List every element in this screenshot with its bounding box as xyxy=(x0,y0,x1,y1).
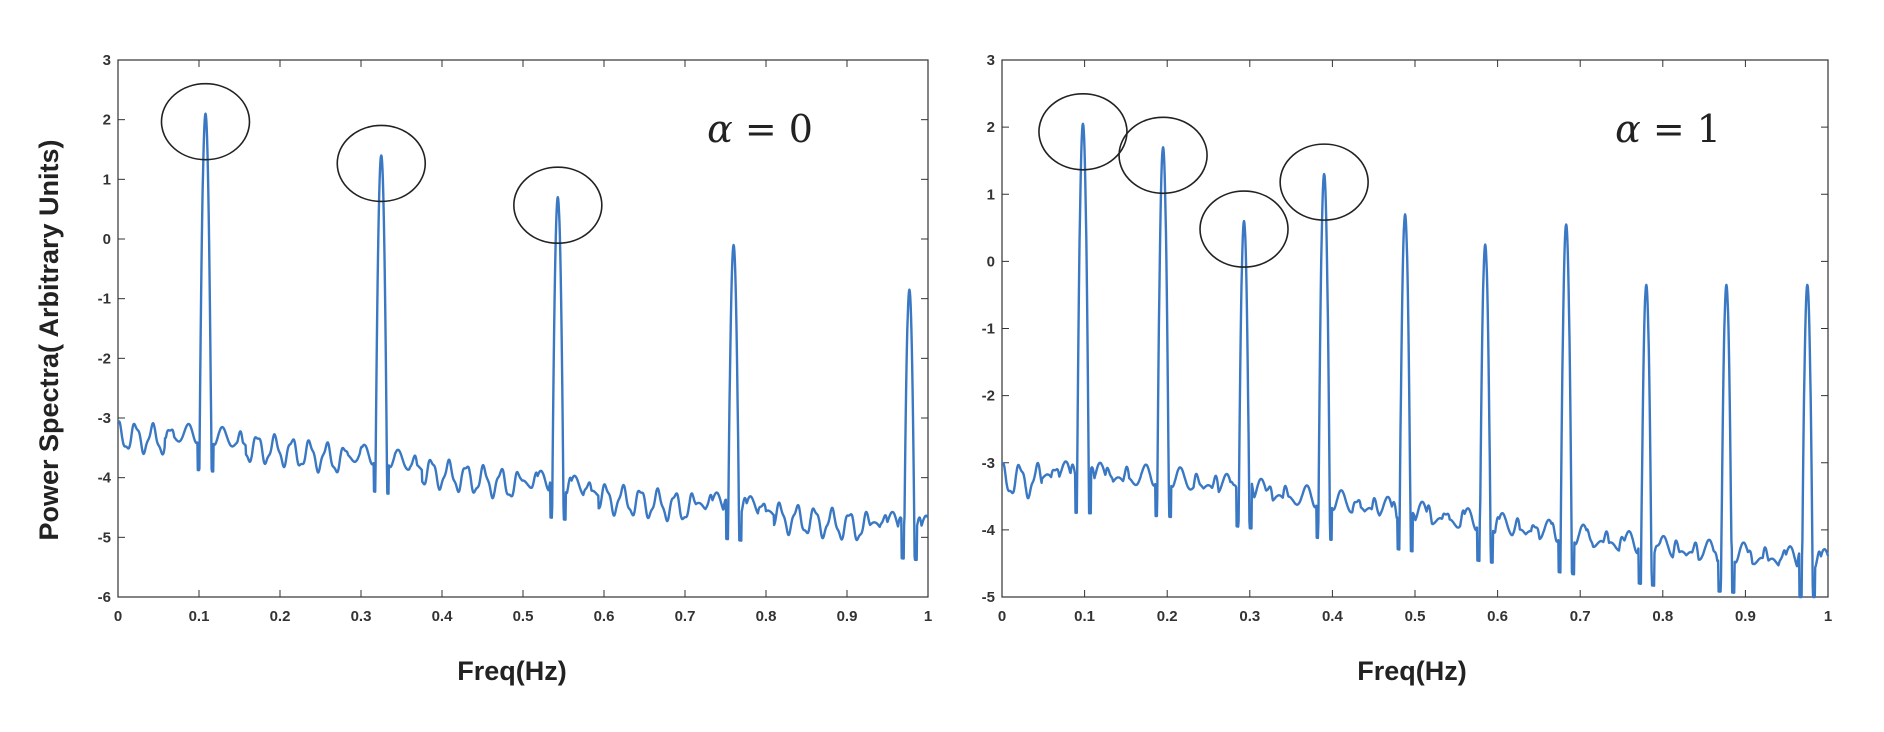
peak-point xyxy=(1805,283,1809,287)
x-tick-label: 0.9 xyxy=(837,608,858,625)
x-tick-label: 0.5 xyxy=(513,608,534,625)
x-tick-label: 0.5 xyxy=(1405,608,1426,625)
alpha-value: = 1 xyxy=(1641,107,1721,151)
peak-highlight-circle xyxy=(160,82,251,161)
spectrum-line xyxy=(1000,122,1830,599)
peak-point xyxy=(732,243,736,247)
x-tick-label: 0.7 xyxy=(1570,608,1591,625)
peak-point xyxy=(1564,222,1568,226)
y-tick-label: -3 xyxy=(98,410,111,427)
x-tick-label: 0.2 xyxy=(1157,608,1178,625)
plot-area-alpha-0 xyxy=(116,59,930,598)
y-tick-label: -6 xyxy=(98,589,111,606)
y-tick-label: 2 xyxy=(103,112,111,129)
y-tick-label: -3 xyxy=(982,455,995,472)
plot-frame xyxy=(1001,59,1829,598)
peak-highlight-circle xyxy=(1038,92,1128,171)
plot-frame xyxy=(117,59,929,598)
y-tick-label: 0 xyxy=(103,231,111,248)
x-tick-label: 0.6 xyxy=(1487,608,1508,625)
alpha-value: = 0 xyxy=(733,107,813,151)
x-tick-label: 0.1 xyxy=(189,608,210,625)
peak-point xyxy=(1242,219,1246,223)
peak-highlight-circle xyxy=(1199,190,1289,268)
x-tick-label: 0 xyxy=(998,608,1006,625)
x-tick-label: 0.3 xyxy=(351,608,372,625)
peak-point xyxy=(1161,145,1165,149)
y-tick-label: -5 xyxy=(98,529,111,546)
x-tick-label: 0.4 xyxy=(432,608,454,625)
spectrum-line xyxy=(116,112,930,562)
x-tick-label: 0.8 xyxy=(1652,608,1673,625)
y-tick-label: -2 xyxy=(98,350,111,367)
peak-point xyxy=(1403,212,1407,216)
y-tick-label: 1 xyxy=(987,186,995,203)
y-tick-label: 3 xyxy=(987,52,995,69)
y-tick-label: -4 xyxy=(98,470,112,487)
panel-alpha-0: Power Spectra( Arbitrary Units) Freq(Hz)… xyxy=(34,52,932,686)
peak-highlight-circle xyxy=(513,166,603,245)
alpha-label-0: α = 0 xyxy=(707,107,813,151)
y-tick-label: -4 xyxy=(982,522,996,539)
peak-point xyxy=(1322,172,1326,176)
y-tick-label: -1 xyxy=(982,321,995,338)
peak-point xyxy=(203,112,207,116)
y-tick-label: -2 xyxy=(982,388,995,405)
x-axis-title: Freq(Hz) xyxy=(457,656,567,686)
alpha-symbol: α xyxy=(1615,107,1641,151)
alpha-label-1: α = 1 xyxy=(1615,107,1721,151)
x-tick-label: 0.8 xyxy=(756,608,777,625)
y-tick-label: 0 xyxy=(987,253,995,270)
x-tick-label: 0.9 xyxy=(1735,608,1756,625)
y-axis-title: Power Spectra( Arbitrary Units) xyxy=(34,139,64,540)
peak-point xyxy=(907,288,911,292)
y-tick-label: 1 xyxy=(103,171,111,188)
peak-point xyxy=(1081,122,1085,126)
x-ticks-alpha-0: 0 0.1 0.2 0.3 0.4 0.5 0.6 0.7 0.8 0.9 1 xyxy=(114,60,932,625)
x-axis-title: Freq(Hz) xyxy=(1357,656,1467,686)
peak-highlight-circle xyxy=(1279,143,1369,221)
y-tick-label: -1 xyxy=(98,291,111,308)
y-tick-label: 3 xyxy=(103,52,111,69)
plot-area-alpha-1 xyxy=(1000,59,1830,599)
x-tick-label: 0.1 xyxy=(1074,608,1095,625)
x-tick-label: 0.3 xyxy=(1239,608,1260,625)
peak-point xyxy=(1644,283,1648,287)
y-axis-title-alpha-0: Power Spectra( Arbitrary Units) xyxy=(34,139,64,540)
peak-point xyxy=(1724,283,1728,287)
peak-point xyxy=(1483,243,1487,247)
alpha-symbol: α xyxy=(707,107,733,151)
x-tick-label: 1 xyxy=(924,608,932,625)
panel-alpha-1: Freq(Hz) α = 1 0 0.1 0.2 0.3 0.4 0.5 0.6 0.7 0.8… xyxy=(982,52,1833,686)
x-tick-label: 1 xyxy=(1824,608,1832,625)
y-ticks-alpha-0: 3 2 1 0 -1 -2 -3 -4 -5 -6 xyxy=(98,52,928,606)
peak-highlight-circle xyxy=(1118,116,1208,195)
x-tick-label: 0.4 xyxy=(1322,608,1344,625)
x-tick-label: 0 xyxy=(114,608,122,625)
x-tick-label: 0.7 xyxy=(675,608,696,625)
peak-highlight-circle xyxy=(336,124,427,203)
y-tick-label: -5 xyxy=(982,589,995,606)
x-ticks-alpha-1: 0 0.1 0.2 0.3 0.4 0.5 0.6 0.7 0.8 0.9 1 xyxy=(998,60,1832,625)
x-tick-label: 0.6 xyxy=(594,608,615,625)
y-tick-label: 2 xyxy=(987,119,995,136)
peak-point xyxy=(379,153,383,157)
peak-point xyxy=(556,195,560,199)
x-tick-label: 0.2 xyxy=(270,608,291,625)
